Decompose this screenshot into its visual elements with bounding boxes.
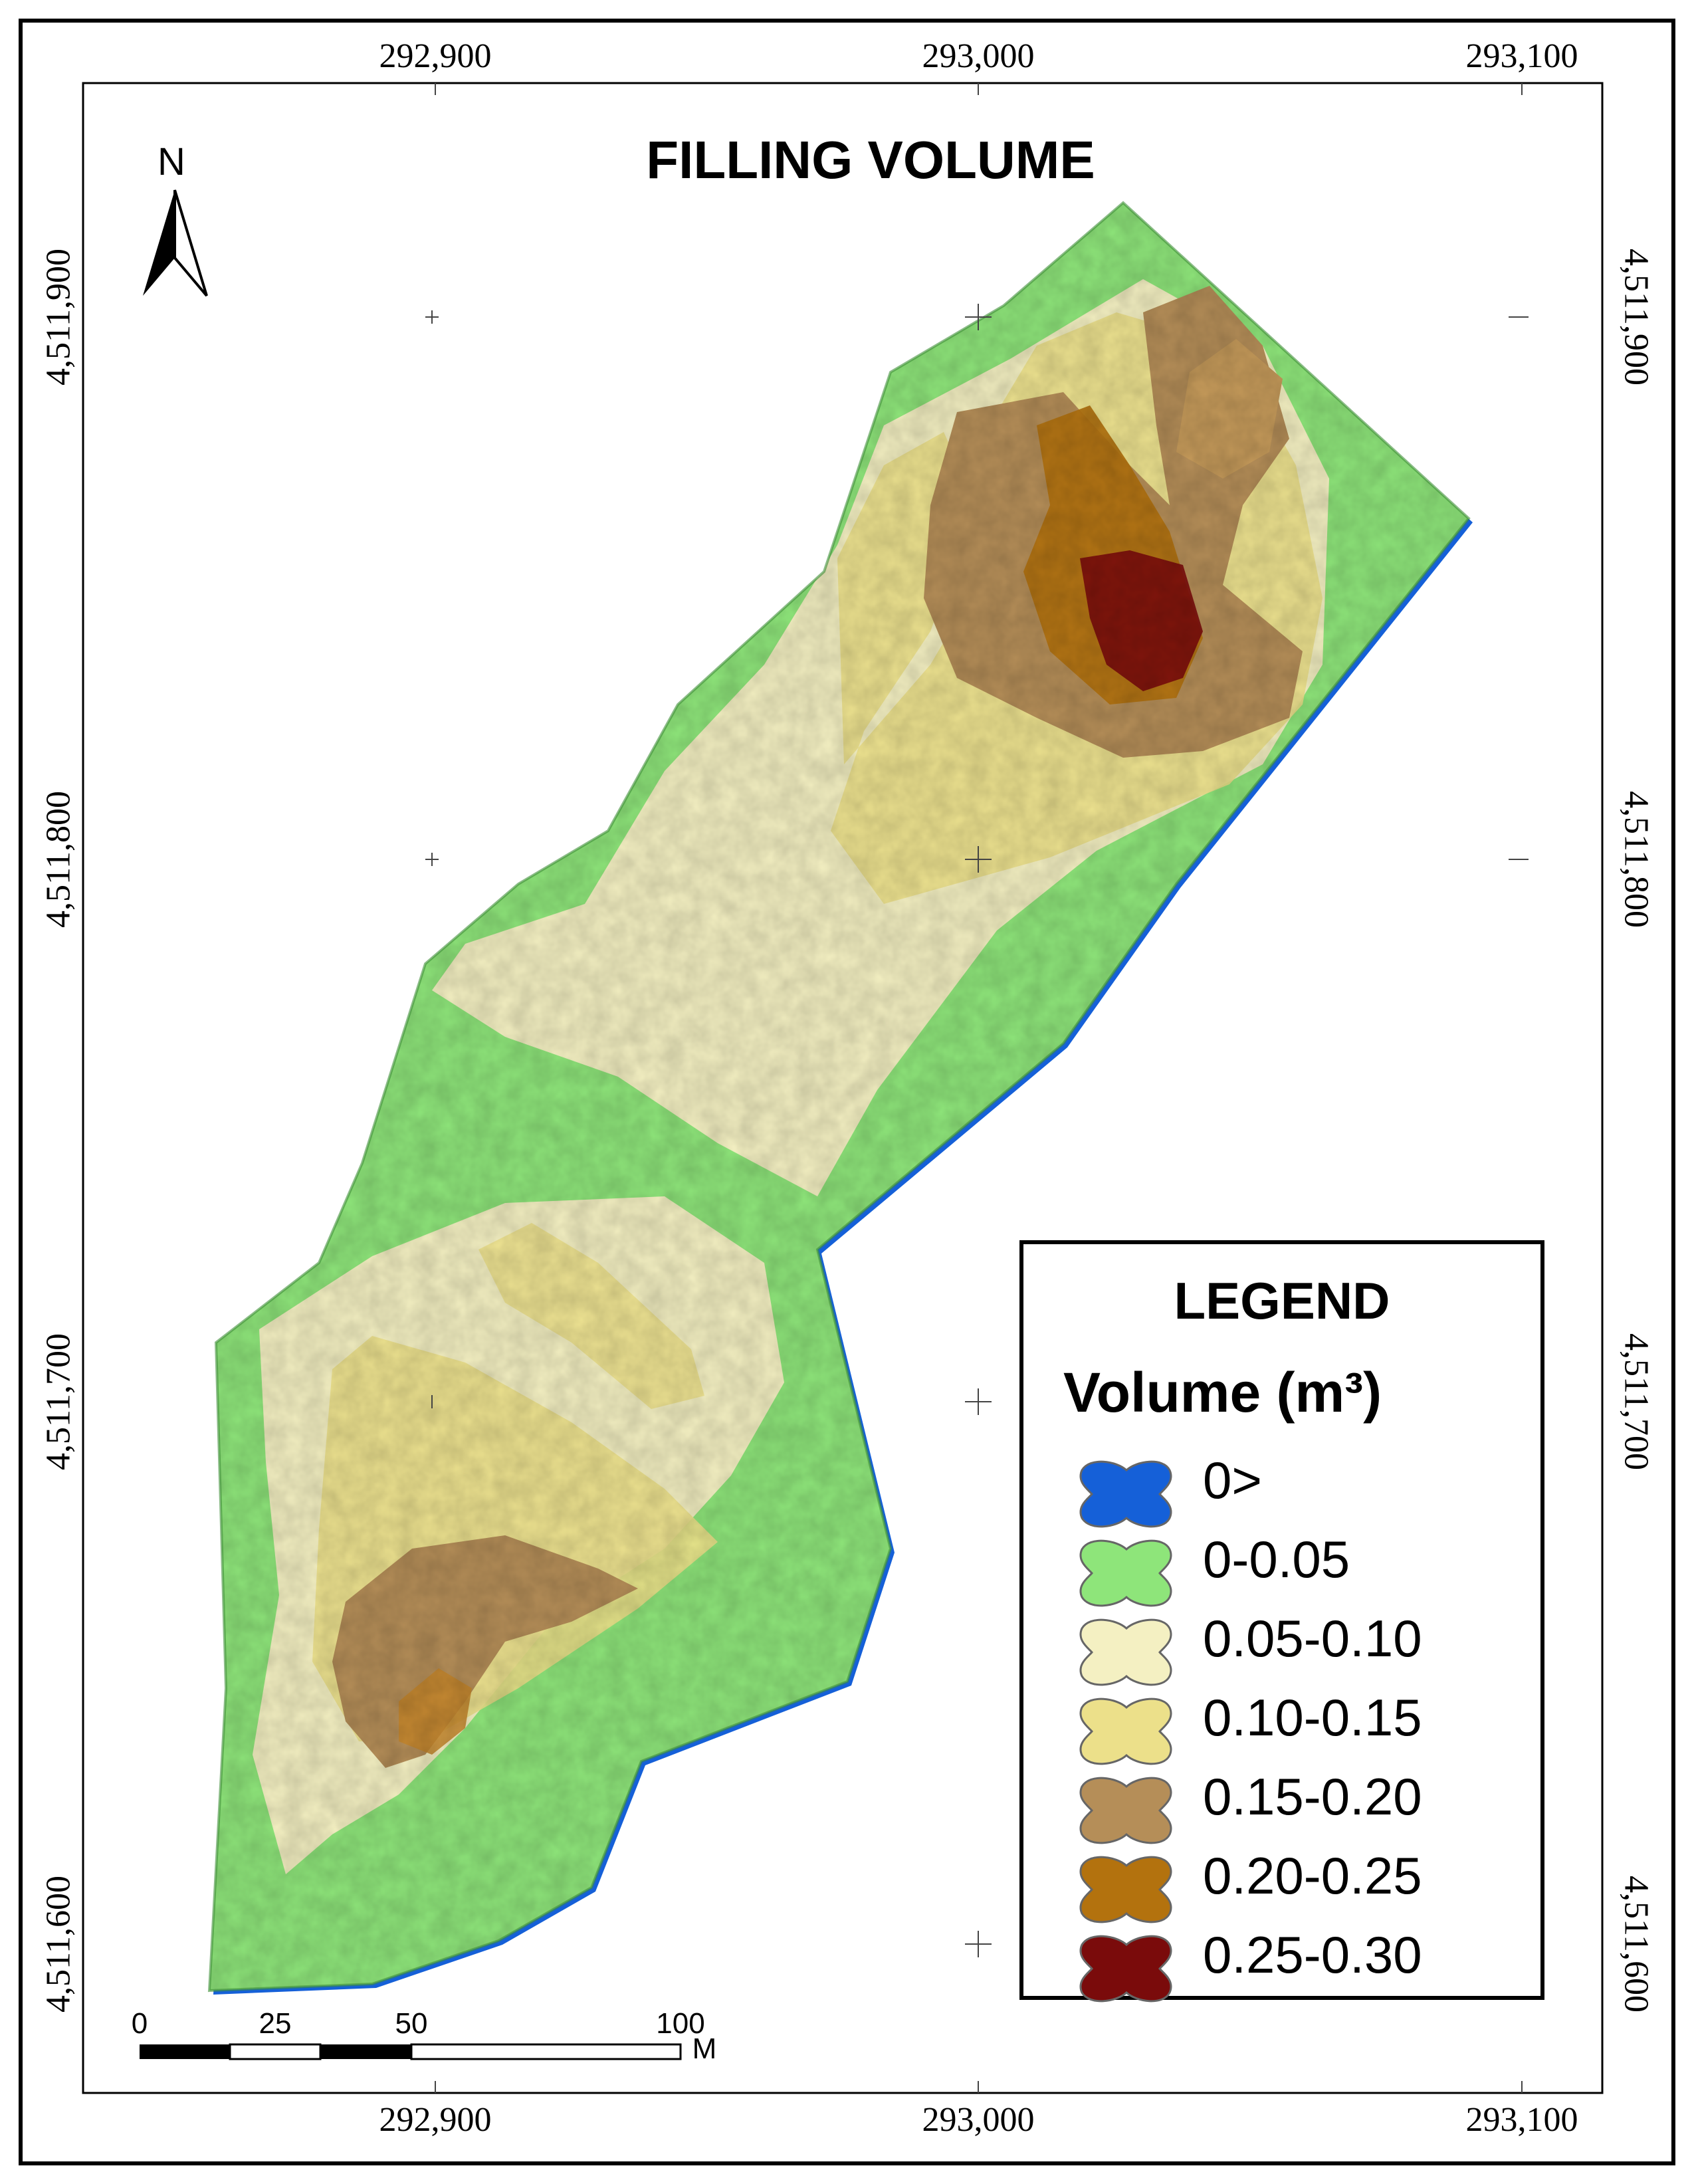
legend-item: 0> (1070, 1450, 1522, 1528)
y-label-right-2: 4,511,800 (1617, 790, 1655, 928)
legend-label: 0.20-0.25 (1203, 1846, 1422, 1905)
legend: LEGEND Volume (m³) 0> 0-0.05 0.05-0.10 0.10… (1019, 1240, 1544, 2003)
legend-item: 0.25-0.30 (1070, 1925, 1522, 2003)
legend-label: 0> (1203, 1451, 1262, 1509)
legend-subtitle: Volume (m³) (1063, 1361, 1382, 1424)
y-label-right-3: 4,511,700 (1617, 1333, 1655, 1471)
y-label-left-3: 4,511,700 (39, 1333, 78, 1471)
legend-swatch (1079, 1856, 1172, 1923)
legend-label: 0.15-0.20 (1203, 1767, 1422, 1826)
y-label-left-2: 4,511,800 (39, 790, 78, 928)
y-label-left-4: 4,511,600 (39, 1875, 78, 2013)
x-label-bottom-3: 293,100 (1465, 2101, 1578, 2139)
map-neatline (82, 82, 1604, 2094)
scale-tick-50: 50 (395, 2007, 428, 2040)
legend-label: 0.10-0.15 (1203, 1688, 1422, 1747)
x-label-top-1: 292,900 (379, 37, 492, 75)
legend-swatch (1079, 1460, 1172, 1528)
legend-item: 0-0.05 (1070, 1529, 1522, 1607)
x-label-bottom-2: 293,000 (922, 2101, 1035, 2139)
legend-item: 0.05-0.10 (1070, 1608, 1522, 1686)
scale-tick-0: 0 (131, 2007, 148, 2040)
x-label-top-2: 293,000 (922, 37, 1035, 75)
north-label: N (158, 140, 185, 183)
legend-swatch (1079, 1777, 1172, 1844)
scale-bar (140, 2043, 682, 2060)
map-frame (19, 19, 1675, 2165)
x-label-bottom-1: 292,900 (379, 2101, 492, 2139)
legend-title: LEGEND (1174, 1271, 1390, 1330)
y-label-right-1: 4,511,900 (1617, 248, 1655, 386)
legend-label: 0-0.05 (1203, 1530, 1350, 1588)
legend-swatch (1079, 1697, 1172, 1765)
y-label-left-1: 4,511,900 (39, 248, 78, 386)
legend-label: 0.25-0.30 (1203, 1925, 1422, 1984)
y-label-right-4: 4,511,600 (1617, 1875, 1655, 2013)
scale-tick-25: 25 (259, 2007, 292, 2040)
legend-swatch (1079, 1935, 1172, 2003)
legend-item: 0.10-0.15 (1070, 1688, 1522, 1765)
scale-tick-100: 100 (656, 2007, 705, 2040)
legend-label: 0.05-0.10 (1203, 1609, 1422, 1668)
scale-unit: M (692, 2032, 717, 2065)
legend-swatch (1079, 1539, 1172, 1607)
x-label-top-3: 293,100 (1465, 37, 1578, 75)
map-title: FILLING VOLUME (646, 130, 1095, 189)
legend-swatch (1079, 1618, 1172, 1686)
legend-item: 0.20-0.25 (1070, 1846, 1522, 1923)
legend-item: 0.15-0.20 (1070, 1767, 1522, 1844)
north-arrow-icon (143, 189, 208, 297)
